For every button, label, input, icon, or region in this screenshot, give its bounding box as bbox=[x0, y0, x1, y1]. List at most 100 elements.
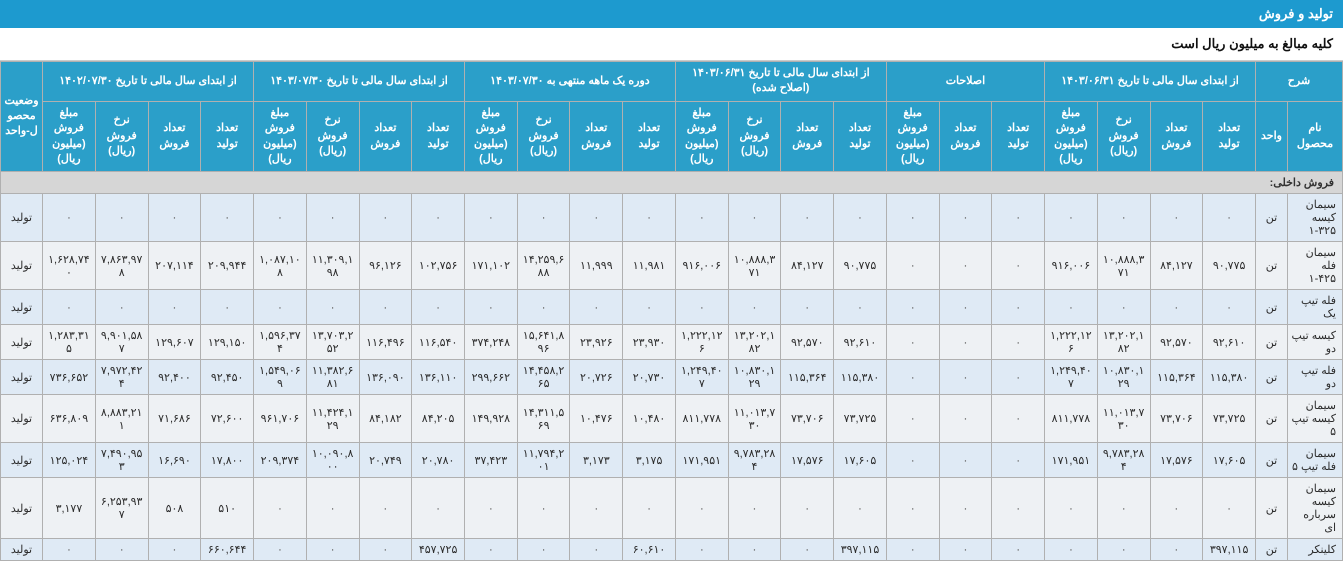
table-head: شرحاز ابتدای سال مالی تا تاریخ ۱۴۰۳/۰۶/۳… bbox=[1, 62, 1343, 172]
unit-cell: تن bbox=[1255, 194, 1287, 242]
value-cell: ۰ bbox=[728, 194, 781, 242]
value-cell: ۱۰۲,۷۵۶ bbox=[412, 242, 465, 290]
value-cell: ۱۰,۸۳۰,۱۲۹ bbox=[728, 360, 781, 395]
value-cell: ۰ bbox=[1045, 290, 1098, 325]
value-cell: ۰ bbox=[359, 539, 412, 561]
unit-cell: تن bbox=[1255, 360, 1287, 395]
value-cell: ۰ bbox=[675, 539, 728, 561]
value-cell: ۱۳۶,۰۹۰ bbox=[359, 360, 412, 395]
value-cell: ۰ bbox=[306, 194, 359, 242]
value-cell: ۳,۱۷۷ bbox=[43, 478, 96, 539]
value-cell: ۰ bbox=[412, 194, 465, 242]
value-cell: ۰ bbox=[886, 395, 939, 443]
value-cell: ۱,۵۹۶,۳۷۴ bbox=[254, 325, 307, 360]
value-cell: ۰ bbox=[1150, 290, 1203, 325]
value-cell: ۰ bbox=[254, 194, 307, 242]
value-cell: ۹۲,۶۱۰ bbox=[834, 325, 887, 360]
value-cell: ۹,۷۸۳,۲۸۴ bbox=[728, 443, 781, 478]
value-cell: ۱,۶۲۸,۷۴۰ bbox=[43, 242, 96, 290]
value-cell: ۶,۲۵۳,۹۳۷ bbox=[95, 478, 148, 539]
value-cell: ۱۱۶,۵۴۰ bbox=[412, 325, 465, 360]
value-cell: ۱۱,۳۸۲,۶۸۱ bbox=[306, 360, 359, 395]
value-cell: ۰ bbox=[1045, 478, 1098, 539]
value-cell: ۰ bbox=[570, 539, 623, 561]
value-cell: ۰ bbox=[95, 194, 148, 242]
value-cell: ۵۰۸ bbox=[148, 478, 201, 539]
value-cell: ۱۷,۶۰۵ bbox=[1203, 443, 1256, 478]
value-cell: ۰ bbox=[1203, 478, 1256, 539]
value-cell: ۶۶۰,۶۴۴ bbox=[201, 539, 254, 561]
value-cell: ۰ bbox=[623, 290, 676, 325]
value-cell: ۹۱۶,۰۰۶ bbox=[1045, 242, 1098, 290]
value-cell: ۰ bbox=[254, 539, 307, 561]
value-cell: ۱۰,۴۷۶ bbox=[570, 395, 623, 443]
value-cell: ۰ bbox=[306, 478, 359, 539]
value-cell: ۲۹۹,۶۶۲ bbox=[464, 360, 517, 395]
value-cell: ۰ bbox=[992, 443, 1045, 478]
value-cell: ۱۷,۵۷۶ bbox=[1150, 443, 1203, 478]
value-cell: ۰ bbox=[939, 325, 992, 360]
value-cell: ۱۷۱,۱۰۲ bbox=[464, 242, 517, 290]
status-cell: تولید bbox=[1, 194, 43, 242]
column-header: تعداد تولید bbox=[992, 101, 1045, 172]
value-cell: ۳۹۷,۱۱۵ bbox=[1203, 539, 1256, 561]
value-cell: ۰ bbox=[148, 194, 201, 242]
value-cell: ۰ bbox=[834, 290, 887, 325]
value-cell: ۱,۲۲۲,۱۲۶ bbox=[675, 325, 728, 360]
value-cell: ۱۷,۸۰۰ bbox=[201, 443, 254, 478]
value-cell: ۰ bbox=[570, 478, 623, 539]
value-cell: ۰ bbox=[781, 194, 834, 242]
value-cell: ۰ bbox=[464, 539, 517, 561]
value-cell: ۸۴,۱۲۷ bbox=[781, 242, 834, 290]
value-cell: ۰ bbox=[412, 478, 465, 539]
value-cell: ۰ bbox=[886, 290, 939, 325]
value-cell: ۹۰,۷۷۵ bbox=[834, 242, 887, 290]
table-row: سیمان کیسه تیپ ۵تن۷۳,۷۲۵۷۳,۷۰۶۱۱,۰۱۳,۷۳۰… bbox=[1, 395, 1343, 443]
value-cell: ۰ bbox=[1097, 194, 1150, 242]
value-cell: ۸۱۱,۷۷۸ bbox=[675, 395, 728, 443]
product-name: کیسه تیپ دو bbox=[1288, 325, 1343, 360]
value-cell: ۱۱۵,۳۶۴ bbox=[1150, 360, 1203, 395]
value-cell: ۰ bbox=[1150, 194, 1203, 242]
value-cell: ۷,۹۷۲,۴۲۴ bbox=[95, 360, 148, 395]
unit-cell: تن bbox=[1255, 242, 1287, 290]
value-cell: ۷۳۶,۶۵۲ bbox=[43, 360, 96, 395]
table-row: کیسه تیپ دوتن۹۲,۶۱۰۹۲,۵۷۰۱۳,۲۰۲,۱۸۲۱,۲۲۲… bbox=[1, 325, 1343, 360]
product-name: سیمان فله تیپ ۵ bbox=[1288, 443, 1343, 478]
product-name: کلینکر bbox=[1288, 539, 1343, 561]
value-cell: ۰ bbox=[517, 290, 570, 325]
value-cell: ۰ bbox=[412, 290, 465, 325]
value-cell: ۰ bbox=[517, 478, 570, 539]
value-cell: ۰ bbox=[254, 478, 307, 539]
value-cell: ۰ bbox=[570, 194, 623, 242]
value-cell: ۲۰,۷۴۹ bbox=[359, 443, 412, 478]
product-name: فله تیپ یک bbox=[1288, 290, 1343, 325]
column-header: نرخ فروش (ریال) bbox=[517, 101, 570, 172]
value-cell: ۱۱,۹۹۹ bbox=[570, 242, 623, 290]
column-group-header: دوره یک ماهه منتهی به ۱۴۰۳/۰۷/۳۰ bbox=[464, 62, 675, 102]
value-cell: ۰ bbox=[254, 290, 307, 325]
value-cell: ۳۹۷,۱۱۵ bbox=[834, 539, 887, 561]
value-cell: ۱۱۵,۳۸۰ bbox=[1203, 360, 1256, 395]
value-cell: ۰ bbox=[886, 242, 939, 290]
column-header: مبلغ فروش (میلیون ریال) bbox=[464, 101, 517, 172]
value-cell: ۰ bbox=[728, 539, 781, 561]
column-header: واحد bbox=[1255, 101, 1287, 172]
column-header: تعداد تولید bbox=[412, 101, 465, 172]
column-header: تعداد فروش bbox=[781, 101, 834, 172]
value-cell: ۱,۲۴۹,۴۰۷ bbox=[1045, 360, 1098, 395]
value-cell: ۰ bbox=[95, 290, 148, 325]
status-cell: تولید bbox=[1, 395, 43, 443]
value-cell: ۰ bbox=[886, 325, 939, 360]
column-header: تعداد فروش bbox=[1150, 101, 1203, 172]
value-cell: ۱,۲۴۹,۴۰۷ bbox=[675, 360, 728, 395]
value-cell: ۰ bbox=[939, 539, 992, 561]
value-cell: ۱۱۶,۴۹۶ bbox=[359, 325, 412, 360]
column-group-header: از ابتدای سال مالی تا تاریخ ۱۴۰۲/۰۷/۳۰ bbox=[43, 62, 254, 102]
value-cell: ۰ bbox=[939, 242, 992, 290]
value-cell: ۱۰,۰۹۰,۸۰۰ bbox=[306, 443, 359, 478]
value-cell: ۰ bbox=[781, 478, 834, 539]
value-cell: ۷۳,۷۲۵ bbox=[1203, 395, 1256, 443]
value-cell: ۹۶,۱۲۶ bbox=[359, 242, 412, 290]
value-cell: ۰ bbox=[517, 539, 570, 561]
